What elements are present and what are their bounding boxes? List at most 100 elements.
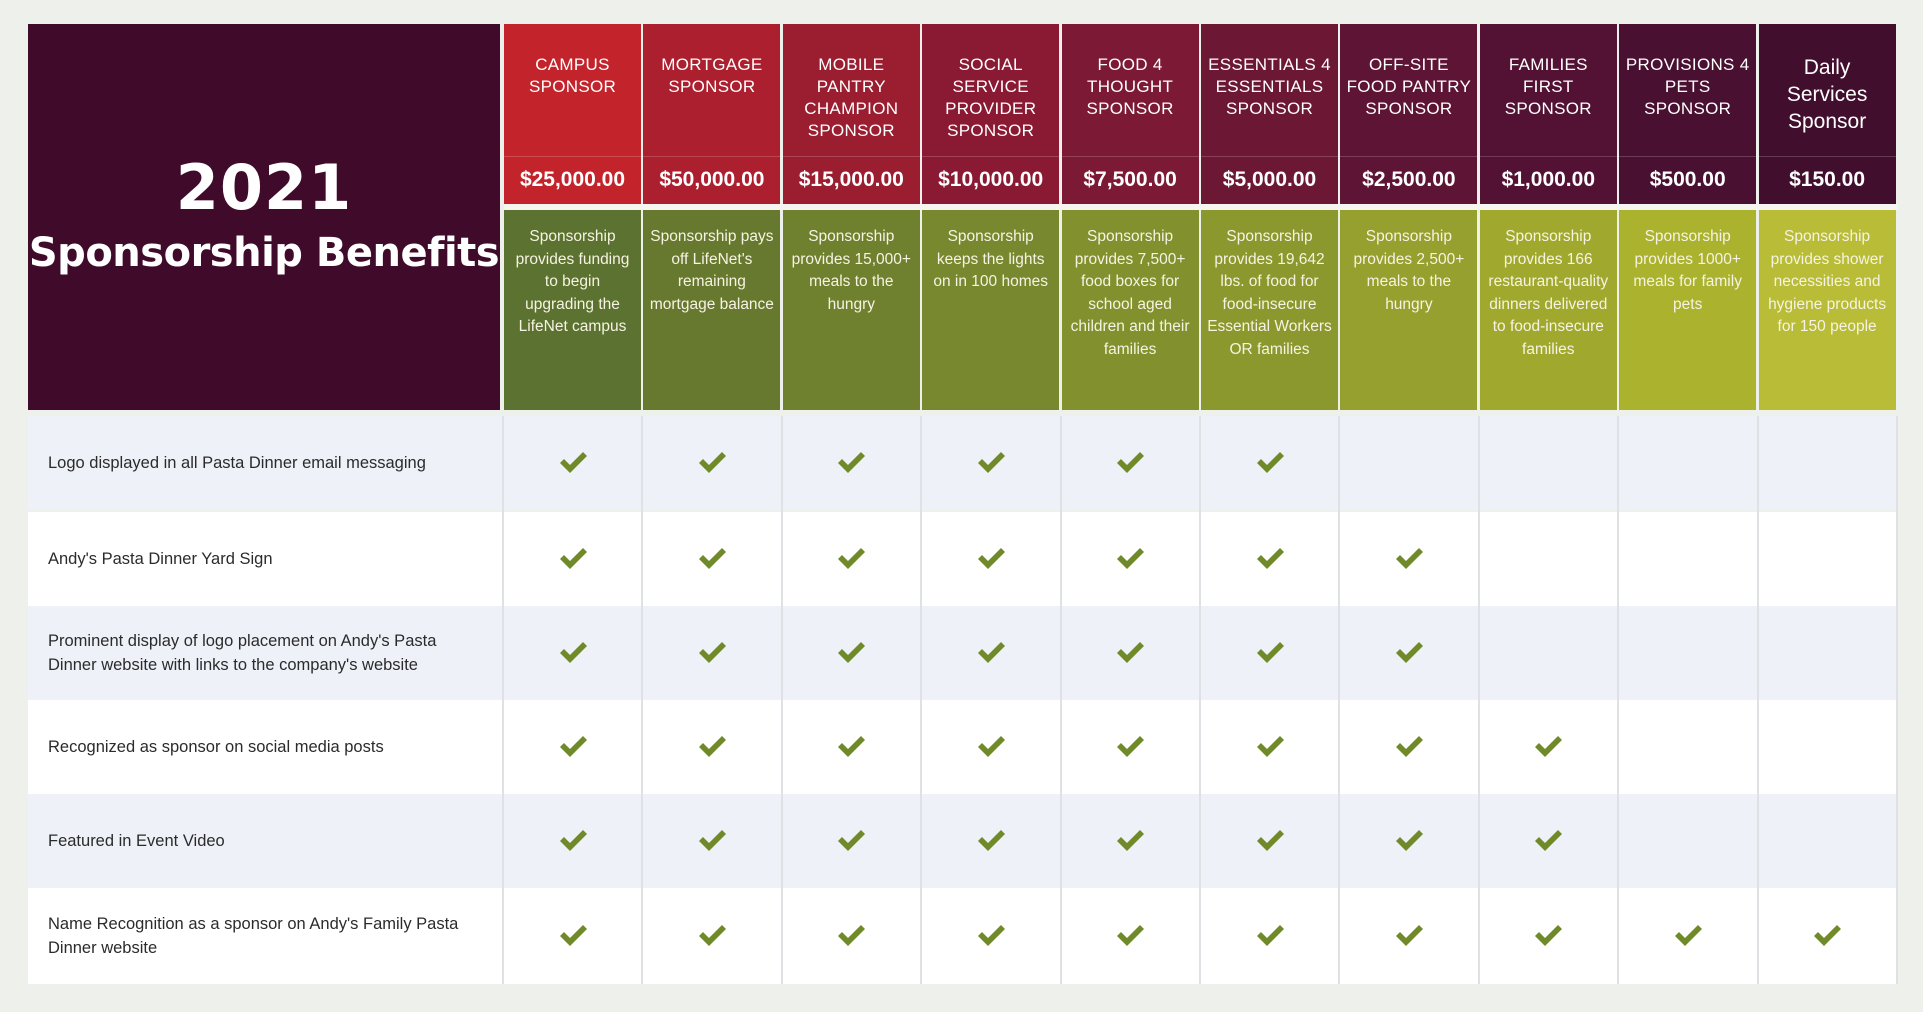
sponsor-header: PROVISIONS 4 PETS SPONSOR $500.00 [1619, 24, 1757, 204]
sponsor-name: FOOD 4 THOUGHT SPONSOR [1086, 55, 1174, 118]
check-icon [783, 794, 920, 888]
sponsor-name: MOBILE PANTRY CHAMPION SPONSOR [804, 55, 899, 140]
table-row: Name Recognition as a sponsor on Andy's … [28, 888, 1898, 984]
sponsor-header: SOCIAL SERVICE PROVIDER SPONSOR $10,000.0… [922, 24, 1060, 204]
sponsor-description: Sponsorship provides 7,500+ food boxes f… [1061, 210, 1199, 410]
sponsor-description: Sponsorship provides 15,000+ meals to th… [782, 210, 920, 410]
column-divider [780, 416, 783, 984]
check-icon [1340, 606, 1477, 700]
sponsor-header: Daily Services Sponsor $150.00 [1758, 24, 1896, 204]
check-icon [1201, 888, 1338, 984]
sponsor-description: Sponsorship provides 19,642 lbs. of food… [1201, 210, 1338, 410]
check-icon [643, 416, 780, 510]
sponsor-price: $10,000.00 [922, 156, 1060, 202]
column-divider [1896, 416, 1898, 984]
table-row: Logo displayed in all Pasta Dinner email… [28, 416, 1898, 510]
sponsor-name: CAMPUS SPONSOR [528, 55, 617, 96]
sponsor-price: $5,000.00 [1201, 156, 1338, 202]
sponsor-header: CAMPUS SPONSOR $25,000.00 [504, 24, 641, 204]
sponsor-description: Sponsorship provides 166 restaurant-qual… [1479, 210, 1617, 410]
sponsor-name: ESSENTIALS 4 ESSENTIALS SPONSOR [1208, 55, 1331, 118]
check-icon [643, 700, 780, 794]
sponsor-name: SOCIAL SERVICE PROVIDER SPONSOR [945, 55, 1037, 140]
column-divider [920, 416, 923, 984]
table-row: Andy's Pasta Dinner Yard Sign [28, 512, 1898, 606]
check-icon [783, 416, 920, 510]
sponsor-description: Sponsorship provides 1000+ meals for fam… [1619, 210, 1757, 410]
sponsor-description: Sponsorship keeps the lights on in 100 h… [922, 210, 1060, 410]
check-icon [922, 512, 1059, 606]
sponsor-header: MOBILE PANTRY CHAMPION SPONSOR $15,000.00 [782, 24, 920, 204]
check-icon [643, 888, 780, 984]
check-icon [922, 606, 1059, 700]
check-icon [504, 794, 641, 888]
benefit-label: Name Recognition as a sponsor on Andy's … [48, 915, 459, 957]
sponsor-price: $2,500.00 [1340, 156, 1478, 202]
sponsor-name: FAMILIES FIRST SPONSOR [1504, 55, 1592, 118]
check-icon [922, 888, 1059, 984]
check-icon [1201, 416, 1338, 510]
benefit-label: Featured in Event Video [48, 832, 225, 850]
check-icon [1340, 512, 1477, 606]
check-icon [783, 512, 920, 606]
sponsor-description: Sponsorship provides 2,500+ meals to the… [1340, 210, 1478, 410]
sponsor-name: Daily Services Sponsor [1786, 56, 1868, 133]
check-icon [1062, 794, 1199, 888]
title-year: 2021 [175, 151, 353, 225]
sponsor-header: OFF-SITE FOOD PANTRY SPONSOR $2,500.00 [1340, 24, 1478, 204]
header-gap [504, 204, 1898, 210]
check-icon [643, 606, 780, 700]
table-row: Recognized as sponsor on social media po… [28, 700, 1898, 794]
check-icon [1480, 794, 1617, 888]
title-block: 2021 Sponsorship Benefits [28, 24, 500, 410]
check-icon [1340, 794, 1477, 888]
benefit-label: Recognized as sponsor on social media po… [48, 738, 384, 756]
sponsor-price: $15,000.00 [782, 156, 920, 202]
column-divider [1059, 416, 1062, 984]
check-icon [504, 606, 641, 700]
check-icon [1340, 700, 1477, 794]
column-divider [1477, 416, 1480, 984]
check-icon [1201, 700, 1338, 794]
column-divider [502, 416, 504, 984]
check-icon [643, 794, 780, 888]
sponsor-header: MORTGAGE SPONSOR $50,000.00 [643, 24, 781, 204]
check-icon [922, 700, 1059, 794]
check-icon [1759, 888, 1896, 984]
check-icon [783, 606, 920, 700]
check-icon [504, 512, 641, 606]
table-row: Prominent display of logo placement on A… [28, 606, 1898, 700]
check-icon [1062, 606, 1199, 700]
column-divider [1199, 416, 1201, 984]
check-icon [1062, 512, 1199, 606]
check-icon [922, 794, 1059, 888]
sponsor-name: OFF-SITE FOOD PANTRY SPONSOR [1346, 55, 1472, 118]
sponsor-header: FOOD 4 THOUGHT SPONSOR $7,500.00 [1061, 24, 1199, 204]
sponsor-description: Sponsorship provides shower necessities … [1758, 210, 1896, 410]
check-icon [1480, 700, 1617, 794]
sponsor-price: $500.00 [1619, 156, 1757, 202]
sponsor-price: $7,500.00 [1061, 156, 1199, 202]
benefit-label: Prominent display of logo placement on A… [48, 632, 437, 674]
sponsor-name: MORTGAGE SPONSOR [661, 55, 763, 96]
check-icon [1340, 888, 1477, 984]
check-icon [922, 416, 1059, 510]
check-icon [1062, 700, 1199, 794]
check-icon [643, 512, 780, 606]
check-icon [1201, 606, 1338, 700]
check-icon [783, 888, 920, 984]
check-icon [1201, 512, 1338, 606]
benefit-label: Andy's Pasta Dinner Yard Sign [48, 550, 273, 568]
check-icon [1201, 794, 1338, 888]
table-row: Featured in Event Video [28, 794, 1898, 888]
sponsor-price: $50,000.00 [643, 156, 781, 202]
check-icon [783, 700, 920, 794]
sponsor-name: PROVISIONS 4 PETS SPONSOR [1625, 55, 1750, 118]
sponsor-price: $25,000.00 [504, 156, 641, 202]
sponsor-header: FAMILIES FIRST SPONSOR $1,000.00 [1479, 24, 1617, 204]
check-icon [1480, 888, 1617, 984]
column-divider [1756, 416, 1759, 984]
sponsor-price: $1,000.00 [1479, 156, 1617, 202]
sponsor-description: Sponsorship pays off LifeNet's remaining… [643, 210, 781, 410]
sponsor-price: $150.00 [1758, 156, 1896, 202]
